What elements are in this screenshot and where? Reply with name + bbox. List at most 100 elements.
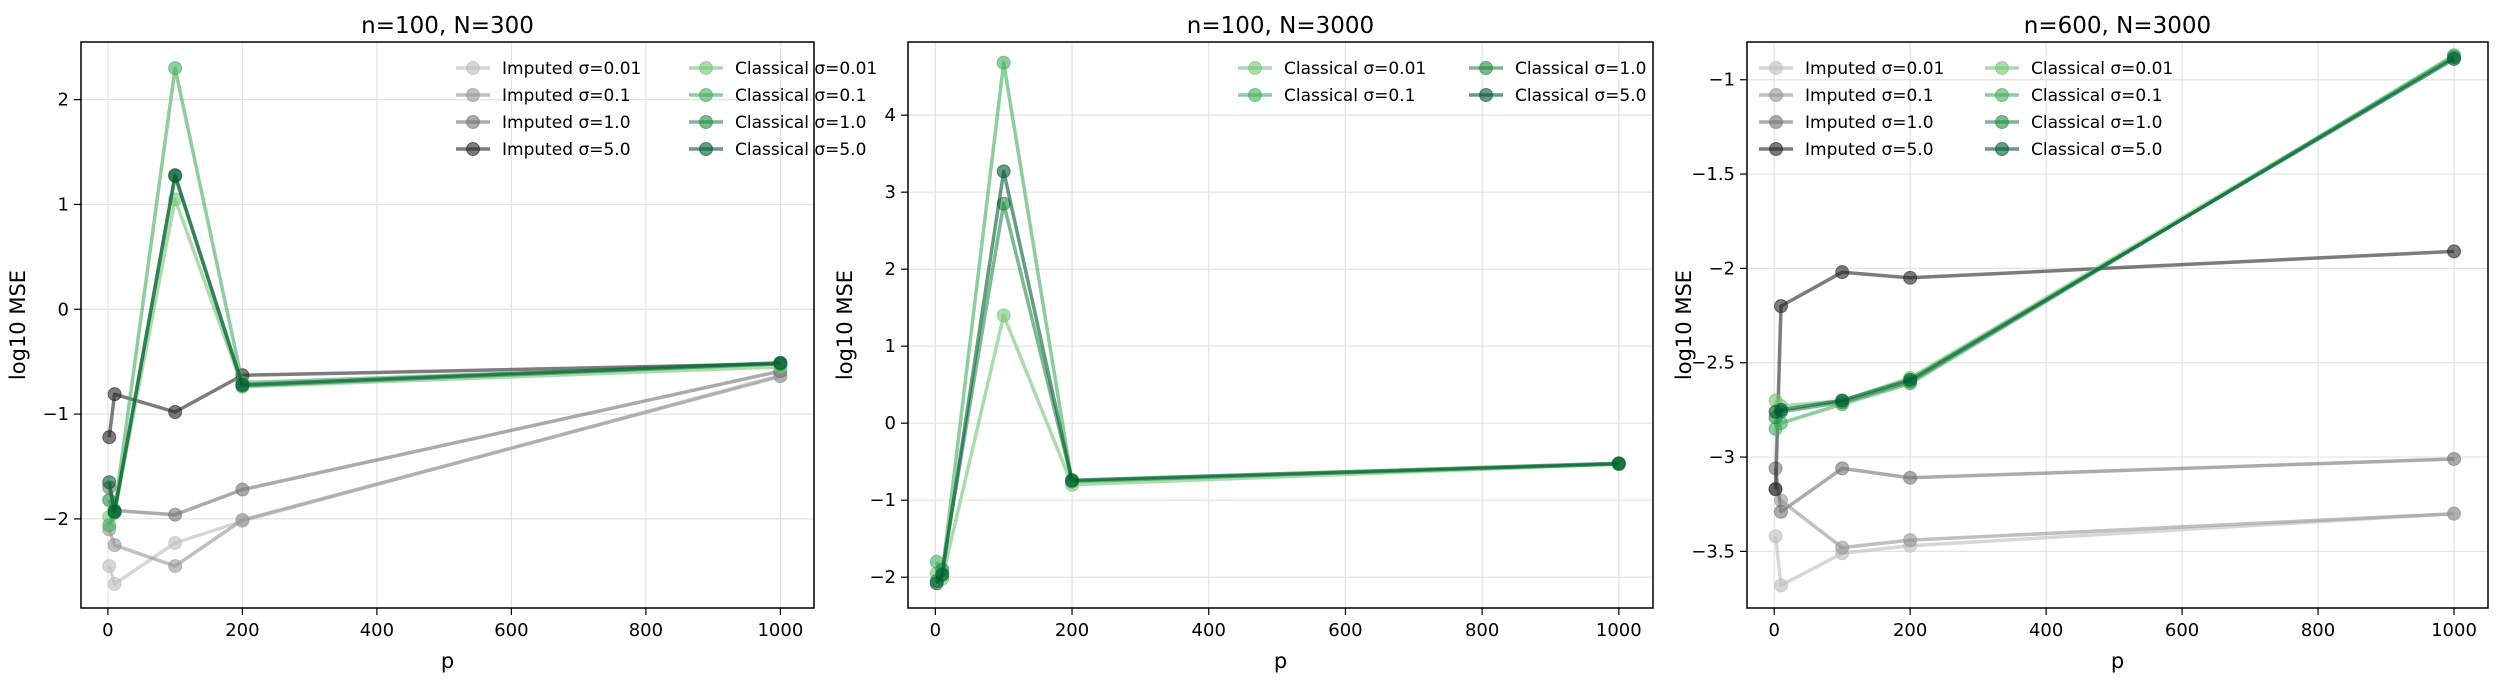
x-tick-label: 0	[1768, 620, 1779, 641]
legend-item: Classical σ=1.0	[1985, 113, 2162, 133]
data-point	[773, 355, 788, 370]
data-point	[168, 559, 183, 574]
series-3-4	[1768, 244, 2462, 497]
legend-label: Classical σ=5.0	[1515, 86, 1646, 106]
y-tick-label: −2	[42, 509, 69, 530]
x-tick-label: 600	[1328, 620, 1362, 641]
data-point	[235, 482, 250, 497]
legend-swatch-marker	[466, 115, 480, 129]
series-line	[1773, 457, 2455, 514]
data-point	[107, 576, 122, 591]
data-point	[1835, 265, 1850, 280]
legend-swatch-marker	[1995, 61, 2009, 75]
series-3-3	[1768, 451, 2462, 519]
y-tick-label: 0	[885, 413, 896, 434]
legend: Imputed σ=0.01 Imputed σ=0.1 Imputed σ=1.0…	[456, 59, 877, 160]
legend-label: Classical σ=0.1	[735, 86, 866, 106]
x-axis-label: p	[1274, 649, 1287, 673]
y-tick-label: 2	[58, 90, 69, 111]
legend-label: Classical σ=5.0	[735, 140, 866, 160]
series-line	[1774, 488, 2455, 550]
y-tick-label: 3	[885, 182, 896, 203]
chart-title: n=100, N=3000	[1187, 13, 1374, 39]
legend-item: Classical σ=0.01	[1985, 59, 2173, 79]
legend-swatch-marker	[1248, 61, 1262, 75]
legend-item: Imputed σ=1.0	[456, 113, 631, 133]
y-tick-label: −1.5	[1691, 164, 1735, 185]
series-line	[1773, 249, 2455, 490]
legend-label: Imputed σ=1.0	[1805, 113, 1934, 133]
x-tick-label: 400	[2029, 620, 2063, 641]
series-3-2	[1768, 482, 2462, 555]
y-tick-label: −2	[869, 567, 896, 588]
series-1-2	[102, 369, 788, 574]
legend-label: Classical σ=0.1	[2031, 86, 2162, 106]
x-tick-label: 1000	[757, 620, 803, 641]
legend-swatch-marker	[466, 61, 480, 75]
data-point	[2447, 51, 2462, 66]
data-point	[1768, 482, 1783, 497]
legend-swatch-marker	[699, 115, 713, 129]
data-point	[1835, 540, 1850, 555]
data-point	[996, 164, 1011, 179]
series-line	[935, 169, 1619, 585]
y-tick-label: 2	[885, 259, 896, 280]
legend-item: Imputed σ=5.0	[1759, 140, 1934, 160]
y-axis-label: log10 MSE	[1672, 270, 1696, 380]
data-point	[996, 308, 1011, 323]
data-point	[168, 61, 183, 76]
series-line	[935, 61, 1619, 576]
series-3-6	[1768, 48, 2462, 436]
data-point	[1773, 578, 1788, 593]
chart-title: n=100, N=300	[361, 13, 534, 39]
legend-item: Imputed σ=5.0	[456, 140, 631, 160]
axes-frame	[1746, 41, 2489, 609]
legend-item: Classical σ=0.01	[1238, 59, 1426, 79]
chart-panel-1: 0 200 400 600 800 1000 −2 −1 0 1 2 n=100, N=300 p log…	[6, 13, 877, 673]
data-point	[107, 504, 122, 519]
x-tick-label: 200	[225, 620, 259, 641]
y-tick-label: −1	[1708, 70, 1735, 91]
y-tick-label: −1	[869, 490, 896, 511]
series-1-6	[102, 61, 788, 533]
x-tick-label: 1000	[2431, 620, 2477, 641]
data-point	[1903, 372, 1918, 387]
legend-swatch-marker	[466, 142, 480, 156]
series-line	[1774, 55, 2455, 419]
data-point	[996, 55, 1011, 70]
x-axis-label: p	[2111, 649, 2124, 673]
data-point	[1065, 473, 1080, 488]
legend-swatch-marker	[1995, 88, 2009, 102]
series-line	[1775, 57, 2455, 414]
legend-item: Classical σ=0.1	[689, 86, 866, 106]
y-tick-label: −2	[1708, 258, 1735, 279]
series-line	[1774, 53, 2455, 431]
y-tick-label: 1	[58, 194, 69, 215]
data-point	[168, 536, 183, 551]
legend-item: Classical σ=1.0	[689, 113, 866, 133]
legend-item: Imputed σ=0.1	[456, 86, 631, 106]
x-tick-label: 0	[102, 620, 113, 641]
series-2-1	[929, 308, 1626, 586]
series-1-3	[102, 364, 788, 522]
x-tick-label: 1000	[1596, 620, 1642, 641]
data-point	[1835, 461, 1850, 476]
legend-item: Classical σ=1.0	[1469, 59, 1646, 79]
data-point	[1773, 299, 1788, 314]
legend-item: Classical σ=0.01	[689, 59, 877, 79]
series-line	[1773, 511, 2455, 588]
legend-label: Imputed σ=5.0	[502, 140, 631, 160]
legend-item: Imputed σ=0.01	[1759, 59, 1944, 79]
data-point	[1611, 456, 1626, 471]
legend-swatch-marker	[699, 142, 713, 156]
legend-label: Imputed σ=0.1	[1805, 86, 1934, 106]
y-tick-label: −3	[1708, 447, 1735, 468]
legend-label: Classical σ=1.0	[2031, 113, 2162, 133]
chart-title: n=600, N=3000	[2024, 13, 2211, 39]
x-axis-label: p	[441, 649, 454, 673]
legend-swatch-marker	[1479, 88, 1493, 102]
data-point	[102, 430, 117, 445]
y-tick-label: 4	[885, 105, 896, 126]
series-1-8	[102, 168, 788, 519]
